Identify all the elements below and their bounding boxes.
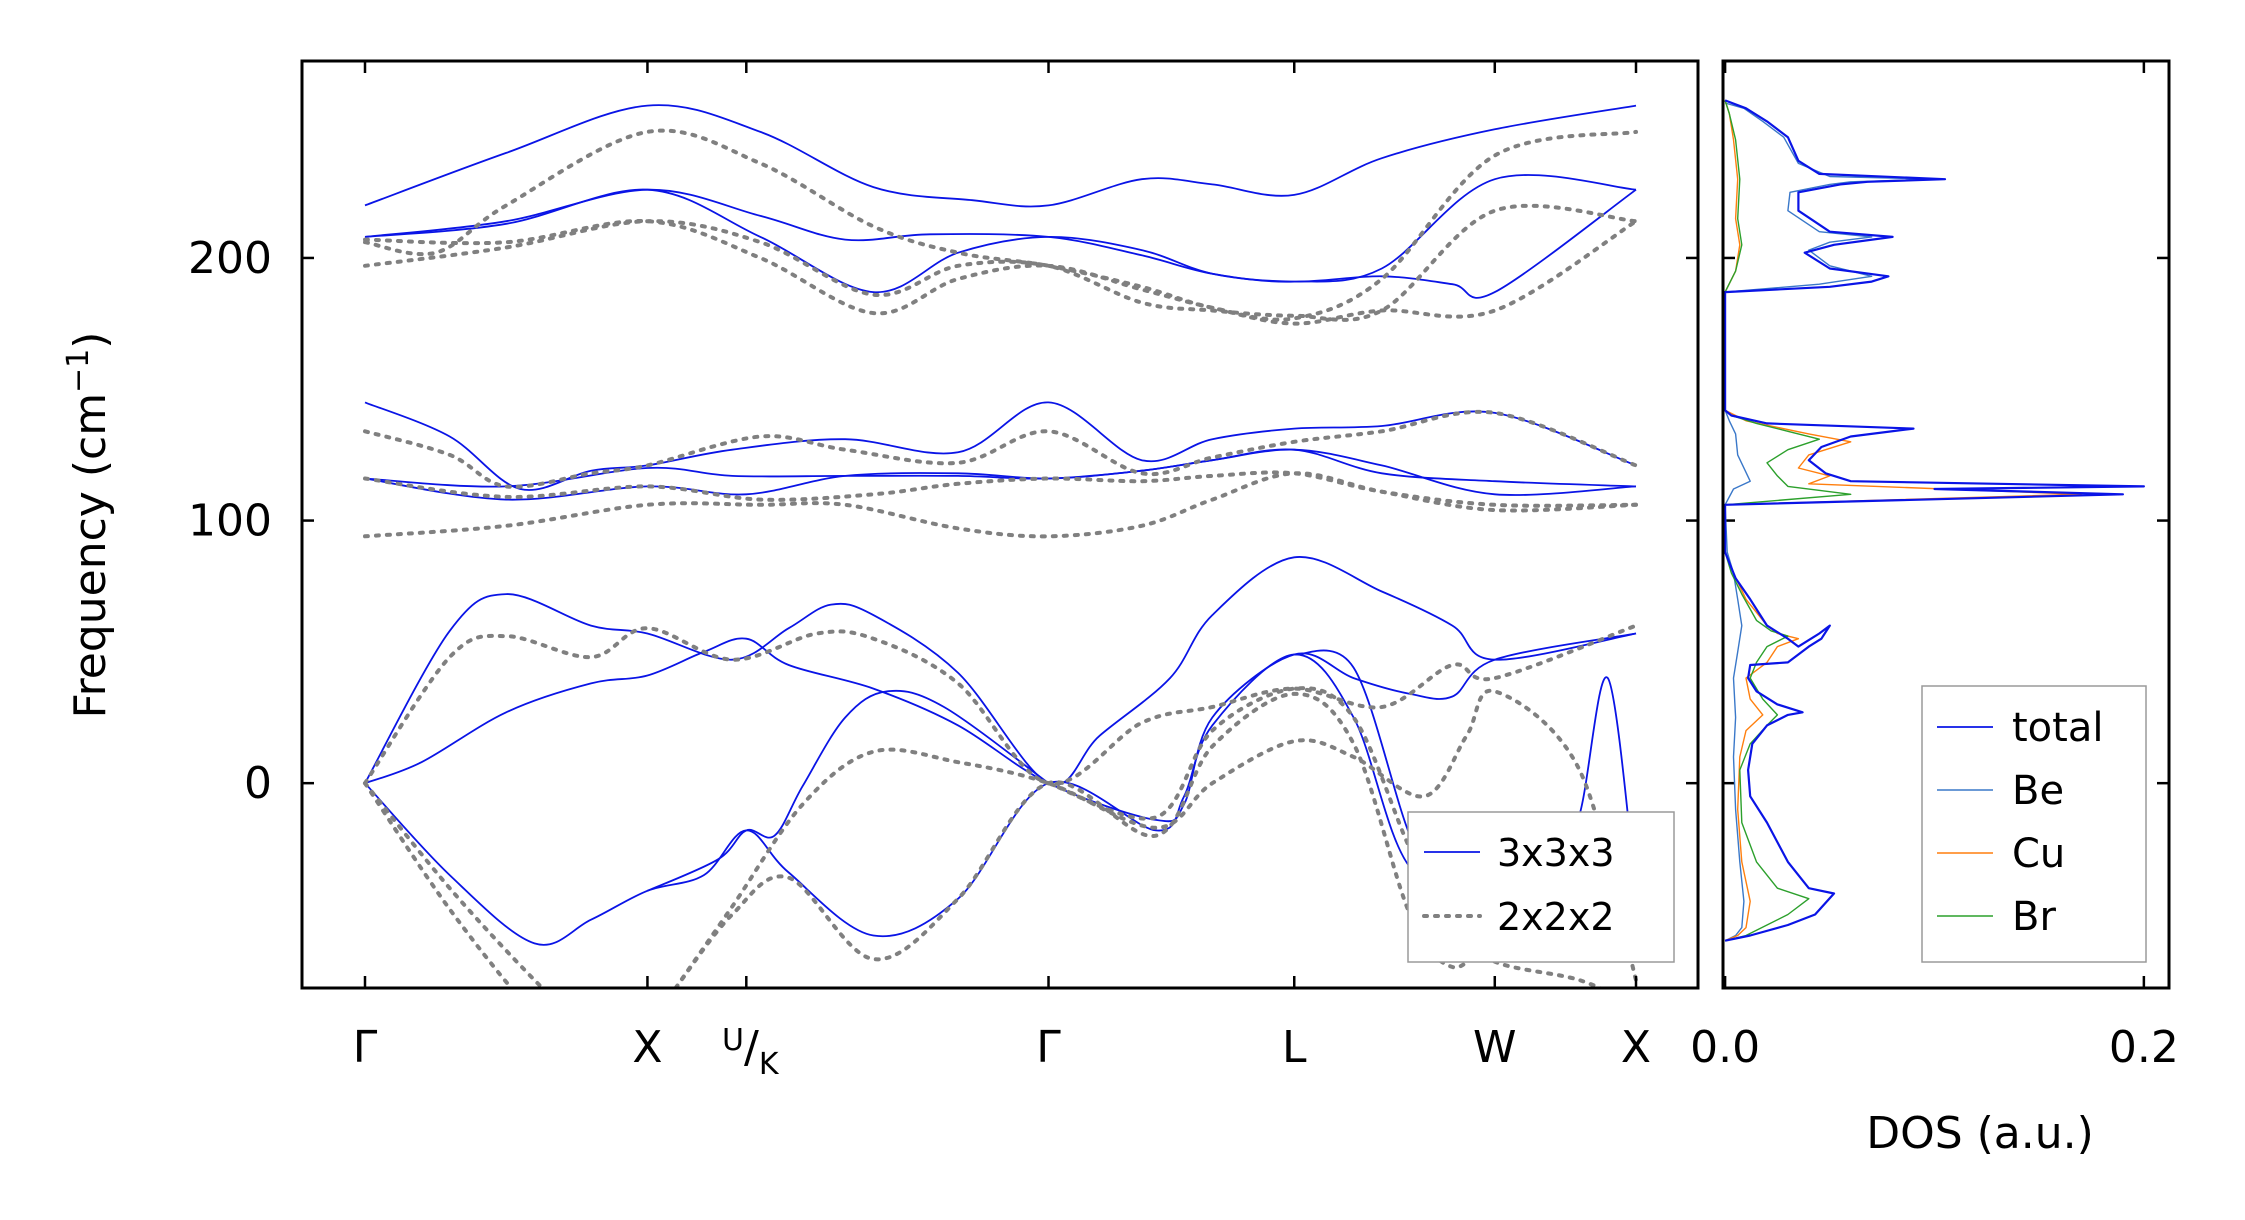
y-tick-label: 0 [244, 758, 272, 809]
band-line-2x2x2-0 [363, 128, 1638, 322]
legend-label-3x3x3: 3x3x3 [1497, 831, 1615, 875]
legend-label-be: Be [2012, 768, 2064, 814]
dos-lines [1724, 99, 2145, 942]
dos-x-tick-labels: 0.0 0.2 [1690, 1022, 2179, 1073]
band-line-2x2x2-10 [673, 688, 1638, 988]
x-tick-label: X [1621, 1022, 1651, 1073]
legend-label-cu: Cu [2012, 831, 2065, 877]
dos-plot-frame [1721, 59, 2171, 990]
band-line-2x2x2-4 [363, 471, 1638, 539]
band-line-3x3x3-2 [364, 188, 1637, 299]
band-legend-box [1407, 811, 1675, 963]
y-tick-label: 200 [188, 233, 272, 284]
dos-line-be [1724, 102, 1936, 942]
band-line-3x3x3-1 [364, 174, 1637, 283]
band-line-2x2x2-3 [363, 409, 1638, 489]
band-line-2x2x2-9 [673, 691, 1638, 988]
dos-line-total [1724, 99, 2145, 942]
legend-label-2x2x2: 2x2x2 [1497, 895, 1615, 939]
band-2x2x2-lines [363, 128, 1638, 988]
band-line-3x3x3-5 [364, 448, 1637, 501]
band-legend: 3x3x3 2x2x2 [1407, 811, 1675, 963]
band-line-2x2x2-11 [1046, 686, 1605, 988]
band-ticks [302, 61, 2169, 988]
x-tick-labels: Γ X U/K Γ L W X [353, 1022, 1651, 1082]
band-line-2x2x2-5 [363, 470, 1638, 508]
x-tick-label: U/K [722, 1022, 780, 1082]
legend-label-br: Br [2012, 894, 2056, 940]
band-line-2x2x2-1 [363, 203, 1638, 322]
band-line-2x2x2-6 [363, 623, 1638, 786]
legend-label-total: total [2012, 705, 2103, 751]
band-line-3x3x3-3 [364, 401, 1637, 491]
band-line-3x3x3-8 [364, 653, 1637, 946]
y-tick-labels: 0 100 200 [188, 233, 272, 809]
band-plot-frame [300, 59, 1700, 990]
band-line-3x3x3-6 [364, 556, 1637, 786]
x-tick-label: Γ [1036, 1022, 1061, 1073]
band-line-3x3x3-0 [364, 104, 1637, 208]
band-line-2x2x2-7 [363, 781, 546, 988]
dos-legend: total Be Cu Br [1921, 685, 2147, 963]
x-tick-label: Γ [353, 1022, 378, 1073]
dos-x-tick-label: 0.2 [2109, 1022, 2179, 1073]
x-tick-label: X [632, 1022, 662, 1073]
band-line-2x2x2-2 [363, 218, 1638, 326]
dos-panel: 0.0 0.2 DOS (a.u.) total Be Cu Br [1690, 59, 2179, 1159]
band-line-2x2x2-8 [363, 781, 514, 988]
dos-x-axis-label: DOS (a.u.) [1866, 1108, 2094, 1159]
band-line-3x3x3-9 [647, 689, 1050, 892]
x-tick-label: W [1473, 1022, 1517, 1073]
band-structure-panel: 0 100 200 Γ X U/K Γ L W X Frequency (cm−1) 3x3x3… [61, 59, 2169, 1082]
y-axis-label: Frequency (cm−1) [61, 332, 117, 719]
y-tick-label: 100 [188, 496, 272, 547]
dos-x-tick-label: 0.0 [1690, 1022, 1760, 1073]
dos-ticks [1723, 61, 2146, 988]
dos-line-br [1724, 100, 1852, 942]
x-tick-label: L [1282, 1022, 1307, 1073]
